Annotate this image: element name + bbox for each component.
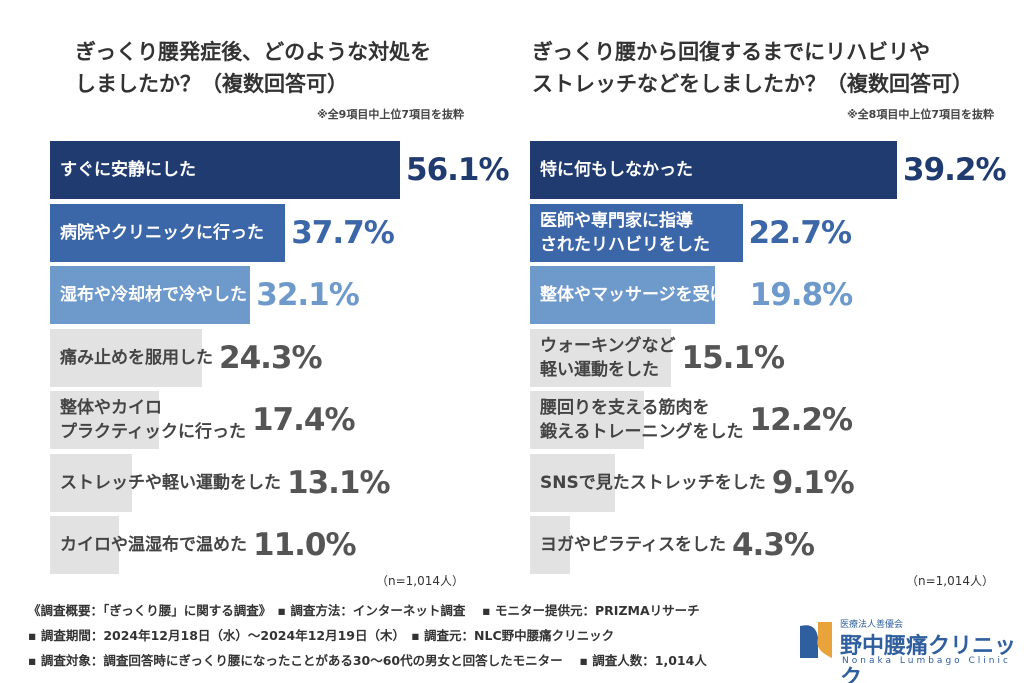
logo-icon <box>800 622 832 658</box>
category-label: すぐに安静にした <box>60 160 196 180</box>
footer-line: 《調査概要：「ぎっくり腰」に関する調査》 ▪ 調査方法：インターネット調査 ▪ … <box>28 603 700 618</box>
value-label: 12.2% <box>749 402 854 438</box>
footer-line: ▪ 調査対象：調査回答時にぎっくり腰になったことがある30～60代の男女と回答し… <box>28 653 707 668</box>
category-label: SNSで見たストレッチをした <box>540 472 766 493</box>
value-label: 37.7% <box>291 214 395 251</box>
chart-note: ※全9項目中上位7項目を抜粋 <box>316 108 464 121</box>
bar-row: ウォーキングなど 軽い運動をした 15.1% <box>530 328 1000 387</box>
logo-org: 医療法人善優会 <box>840 620 904 630</box>
chart-title: ぎっくり腰発症後、どのような対処を しましたか？（複数回答可） <box>75 40 432 96</box>
bar-row: 特に何もしなかった 39.2% <box>530 141 1007 199</box>
bar <box>50 516 119 574</box>
bar-row: 湿布や冷却材で冷やした 32.1% <box>50 266 520 324</box>
bar <box>50 453 132 512</box>
category-label: 整体やマッサージを受けた <box>540 285 744 305</box>
bar <box>530 328 672 387</box>
bar-row: ストレッチや軽い運動をした 13.1% <box>50 453 520 512</box>
bar-row: 痛み止めを服用した 24.3% <box>50 328 520 387</box>
value-label: 19.8% <box>749 277 854 313</box>
bar <box>50 203 286 262</box>
value-label: 13.1% <box>287 464 391 501</box>
category-label: 整体やカイロ プラクティックに行った <box>60 398 246 442</box>
category-label: カイロや温湿布で温めた <box>60 535 247 555</box>
footer-line: ▪ 調査期間：2024年12月18日（水）～2024年12月19日（木） ▪ 調… <box>28 628 615 643</box>
chart-title: ぎっくり腰から回復するまでにリハビリや ストレッチなどをしましたか？（複数回答可… <box>532 40 973 96</box>
value-label: 24.3% <box>219 339 323 376</box>
value-label: 15.1% <box>681 339 786 376</box>
sample-size: （n=1,014人） <box>905 574 994 588</box>
logo-name: 野中腰痛クリニック <box>840 634 1017 683</box>
bar-row: 病院やクリニックに行った 37.7% <box>50 203 520 262</box>
category-label: 痛み止めを服用した <box>60 347 213 368</box>
value-label: 22.7% <box>748 214 853 251</box>
category-label: 特に何もしなかった <box>540 160 693 180</box>
category-label: 医師や専門家に指導 されたリハビリをした <box>540 210 710 255</box>
chart-note: ※全8項目中上位7項目を抜粋 <box>846 108 994 121</box>
category-label: ストレッチや軽い運動をした <box>60 472 281 493</box>
value-label: 4.3% <box>731 527 815 563</box>
bar <box>530 203 743 262</box>
category-label: ヨガやピラティスをした <box>540 535 726 555</box>
category-label: 湿布や冷却材で冷やした <box>60 285 247 305</box>
sample-size: （n=1,014人） <box>375 574 464 588</box>
bar <box>530 391 645 449</box>
bar <box>530 453 616 512</box>
bar-row: ヨガやピラティスをした 4.3% <box>530 516 1000 574</box>
bar <box>530 141 897 199</box>
bar-row: 医師や専門家に指導 されたリハビリをした 22.7% <box>530 203 1000 262</box>
category-label: 腰回りを支える筋肉を 鍛えるトレーニングをした <box>540 398 744 442</box>
category-label: ウォーキングなど 軽い運動をした <box>540 335 676 380</box>
bar <box>50 141 400 199</box>
value-label: 9.1% <box>771 464 855 501</box>
bar <box>50 328 202 387</box>
bar-row: すぐに安静にした 56.1% <box>50 141 520 199</box>
bar-row: SNSで見たストレッチをした 9.1% <box>530 453 1000 512</box>
logo-en: Nonaka Lumbago Clinic <box>842 656 1011 666</box>
bar <box>530 266 716 324</box>
bar-row: 整体やカイロ プラクティックに行った 17.4% <box>50 391 520 449</box>
value-label: 56.1% <box>406 152 510 188</box>
value-label: 32.1% <box>256 277 360 313</box>
value-label: 17.4% <box>251 402 356 438</box>
bar <box>50 266 251 324</box>
bar-row: 整体やマッサージを受けた 19.8% <box>530 266 1000 324</box>
value-label: 39.2% <box>903 152 1007 188</box>
category-label: 病院やクリニックに行った <box>60 222 264 243</box>
bar <box>530 516 571 574</box>
bar-row: カイロや温湿布で温めた 11.0% <box>50 516 520 574</box>
bar-row: 腰回りを支える筋肉を 鍛えるトレーニングをした 12.2% <box>530 391 1000 449</box>
value-label: 11.0% <box>253 527 357 563</box>
bar <box>50 391 159 449</box>
